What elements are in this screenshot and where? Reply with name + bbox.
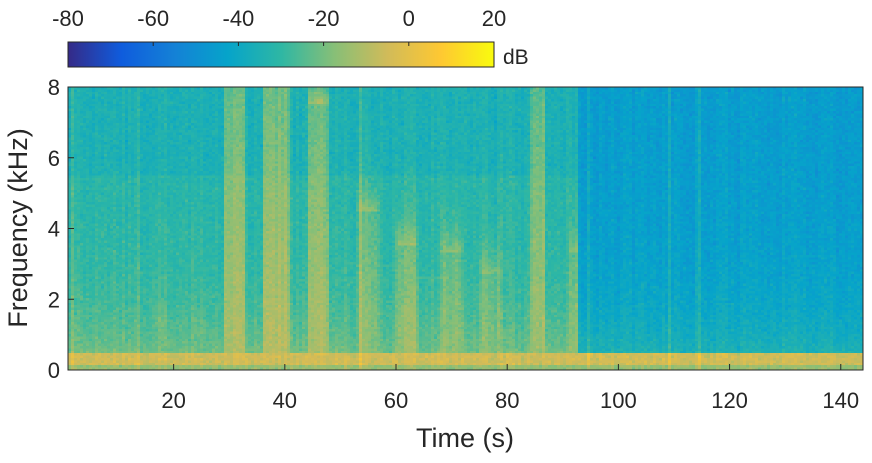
y-tick-label: 4 xyxy=(48,217,60,242)
colorbar-gradient xyxy=(67,41,495,68)
y-tick-label: 2 xyxy=(48,287,60,312)
y-tick-label: 0 xyxy=(48,358,60,383)
x-tick-label: 60 xyxy=(384,388,408,413)
x-tick-label: 40 xyxy=(273,388,297,413)
x-axis-ticks: 20 40 60 80 100 120 140 xyxy=(161,364,859,413)
colorbar: -80 -60 -40 -20 0 20 dB xyxy=(52,6,529,69)
y-axis-label: Frequency (kHz) xyxy=(3,128,33,328)
plot-area xyxy=(67,86,864,371)
x-tick-label: 140 xyxy=(822,388,859,413)
x-tick-label: 120 xyxy=(711,388,748,413)
colorbar-unit-label: dB xyxy=(503,46,529,69)
x-tick-label: 80 xyxy=(495,388,519,413)
x-tick-label: 100 xyxy=(600,388,637,413)
colorbar-tick-label: -20 xyxy=(308,6,340,31)
y-tick-label: 6 xyxy=(48,146,60,171)
x-tick-label: 20 xyxy=(161,388,185,413)
y-tick-label: 8 xyxy=(48,75,60,100)
spectrogram-image xyxy=(68,87,863,370)
colorbar-ticks: -80 -60 -40 -20 0 20 xyxy=(52,6,506,46)
y-axis-ticks: 0 2 4 6 8 xyxy=(48,75,74,383)
colorbar-tick-label: -80 xyxy=(52,6,84,31)
x-axis-label: Time (s) xyxy=(416,423,514,453)
colorbar-tick-label: -60 xyxy=(137,6,169,31)
colorbar-tick-label: 0 xyxy=(403,6,415,31)
colorbar-tick-label: 20 xyxy=(482,6,506,31)
colorbar-tick-label: -40 xyxy=(223,6,255,31)
